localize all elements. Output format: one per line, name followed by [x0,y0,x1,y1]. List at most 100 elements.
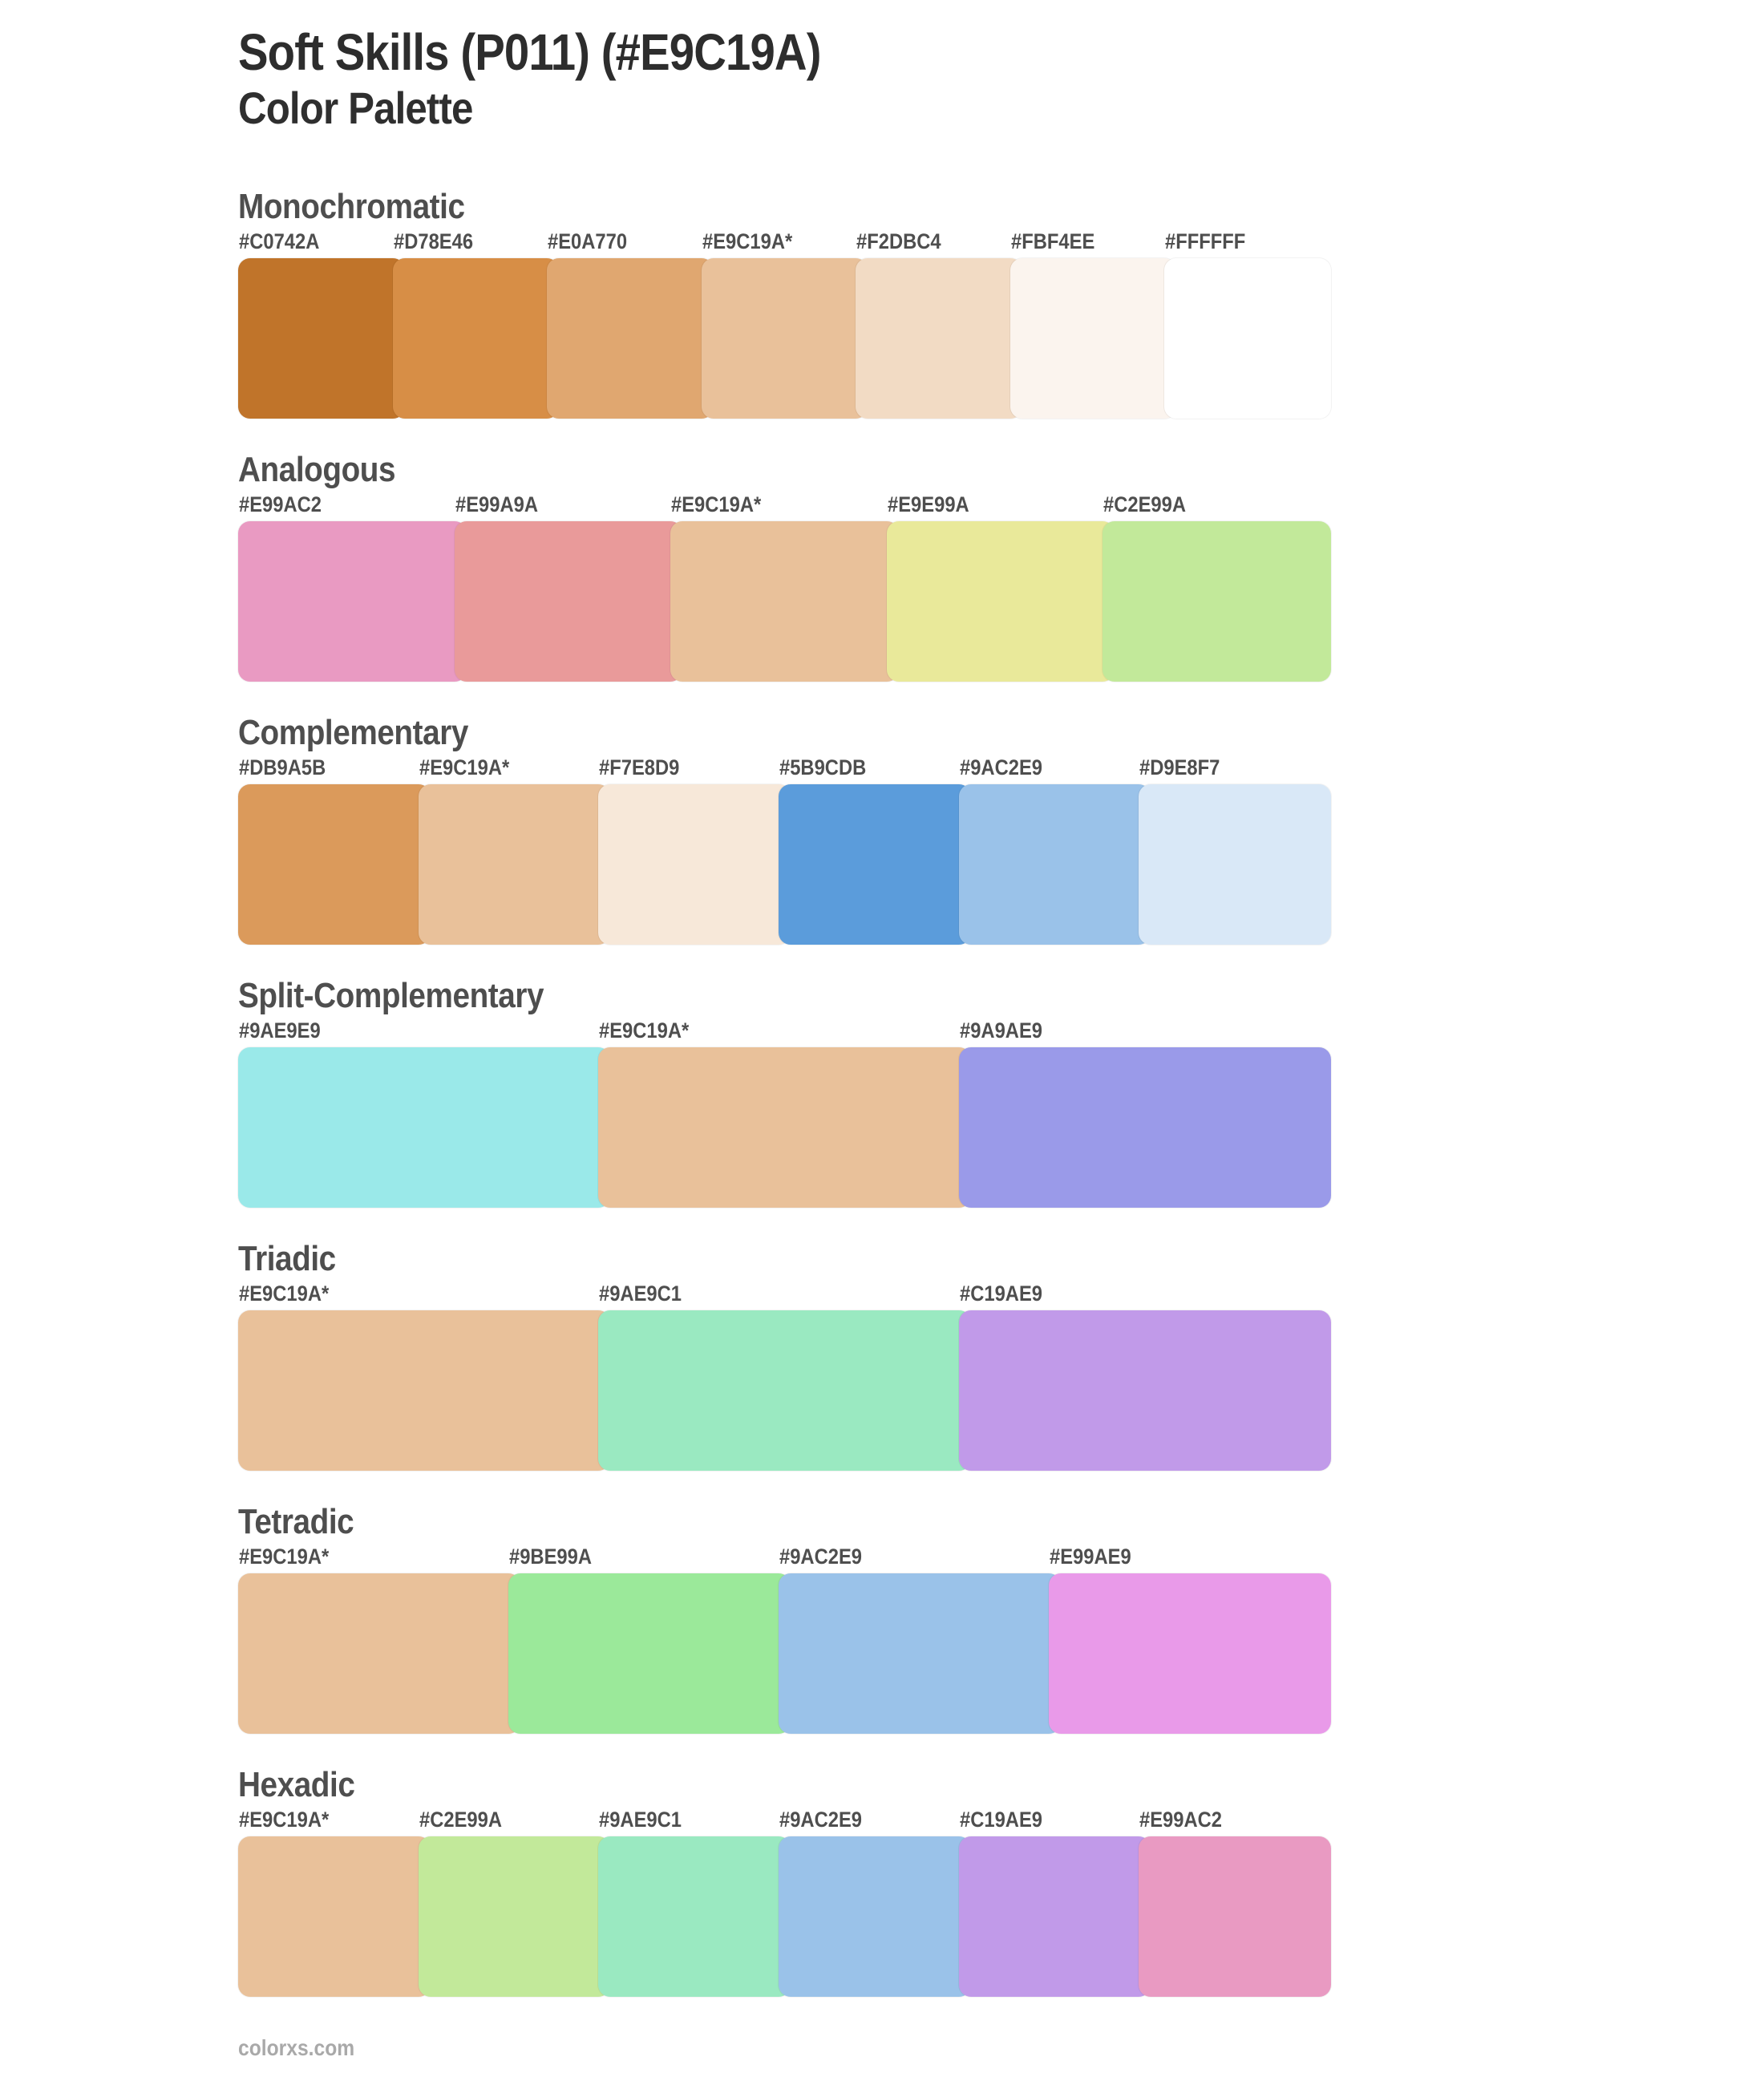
color-swatch[interactable]: #D78E46 [392,229,560,419]
swatch-hex-label: #DB9A5B [239,755,326,779]
swatch-hex-label: #9AE9C1 [599,1281,682,1306]
swatch-hex-label: #C2E99A [419,1808,502,1832]
swatch-hex-label: #C19AE9 [959,1808,1042,1832]
swatch-hex-label: #9AC2E9 [779,1808,863,1832]
swatch-hex-label: #9AE9E9 [239,1018,321,1042]
swatch-hex-label: #E9C19A* [702,229,793,253]
swatch-hex-label: #E9E99A [887,492,969,516]
section-heading: Monochromatic [238,186,1764,228]
color-swatch[interactable]: #E99A9A [454,492,683,682]
swatch-hex-label: #C0742A [239,229,320,253]
color-swatch[interactable]: #FFFFFF [1164,229,1332,419]
swatch-row: #9AE9E9 #E9C19A* #9A9AE9 [238,1018,1331,1208]
section-heading: Tetradic [238,1501,1764,1543]
swatch-hex-label: #E9C19A* [239,1545,330,1569]
color-swatch[interactable]: #C0742A [238,229,405,419]
palette-section-analogous: Analogous #E99AC2 #E99A9A #E9C19A* #E9E99A #C… [238,449,1764,682]
color-swatch[interactable]: #E9C19A* [598,1018,971,1208]
swatch-hex-label: #9AC2E9 [959,755,1042,779]
swatch-hex-label: #FBF4EE [1010,229,1095,253]
swatch-hex-label: #9BE99A [509,1545,593,1569]
color-swatch[interactable]: #E99AC2 [238,492,467,682]
page-subtitle: Color Palette [238,83,1764,133]
swatch-hex-label: #E9C19A* [671,492,762,516]
color-swatch[interactable]: #E9C19A* [701,229,868,419]
color-swatch[interactable]: #9AC2E9 [779,1545,1061,1734]
swatch-row: #E9C19A* #9BE99A #9AC2E9 #E99AE9 [238,1545,1331,1734]
color-swatch[interactable]: #C19AE9 [958,1808,1151,1997]
palette-section-hexadic: Hexadic #E9C19A* #C2E99A #9AE9C1 #9AC2E9 #C19… [238,1764,1764,1997]
swatch-hex-label: #E9C19A* [239,1808,330,1832]
color-swatch[interactable]: #E9C19A* [238,1281,611,1471]
swatch-hex-label: #FFFFFF [1165,229,1246,253]
swatch-row: #E9C19A* #9AE9C1 #C19AE9 [238,1281,1331,1471]
section-heading-text: Analogous [238,450,396,489]
page-title: Soft Skills (P011) (#E9C19A) [238,24,1764,80]
color-swatch[interactable]: #5B9CDB [779,755,971,945]
color-swatch[interactable]: #D9E8F7 [1139,755,1332,945]
section-heading-text: Monochromatic [238,187,465,226]
swatch-hex-label: #E99AE9 [1050,1545,1131,1569]
color-swatch[interactable]: #E9C19A* [238,1545,520,1734]
color-swatch[interactable]: #9BE99A [508,1545,791,1734]
color-swatch[interactable]: #C19AE9 [958,1281,1331,1471]
palette-section-split-complementary: Split-Complementary #9AE9E9 #E9C19A* #9A9AE… [238,975,1764,1208]
color-swatch[interactable]: #9AC2E9 [779,1808,971,1997]
swatch-hex-label: #9AC2E9 [779,1545,863,1569]
color-swatch[interactable]: #E9E99A [886,492,1115,682]
color-swatch[interactable]: #FBF4EE [1009,229,1177,419]
palette-section-monochromatic: Monochromatic #C0742A #D78E46 #E0A770 #E9C19… [238,186,1764,419]
color-swatch[interactable]: #C2E99A [1102,492,1331,682]
swatch-hex-label: #E99AC2 [239,492,322,516]
palette-section-triadic: Triadic #E9C19A* #9AE9C1 #C19AE9 [238,1238,1764,1471]
swatch-hex-label: #9A9AE9 [959,1018,1042,1042]
swatch-hex-label: #E0A770 [548,229,628,253]
section-heading-text: Tetradic [238,1502,354,1541]
swatch-row: #DB9A5B #E9C19A* #F7E8D9 #5B9CDB #9AC2E9 #D9E… [238,755,1332,945]
color-swatch[interactable]: #E9C19A* [418,755,611,945]
swatch-hex-label: #F2DBC4 [856,229,941,253]
swatch-row: #E9C19A* #C2E99A #9AE9C1 #9AC2E9 #C19AE9 #E99… [238,1808,1332,1997]
swatch-hex-label: #C19AE9 [959,1281,1042,1306]
section-heading: Analogous [238,449,1764,491]
color-swatch[interactable]: #E9C19A* [670,492,899,682]
section-heading-text: Triadic [238,1239,336,1278]
swatch-hex-label: #E99AC2 [1139,1808,1223,1832]
swatch-hex-label: #D78E46 [393,229,473,253]
page-title-text: Soft Skills (P011) (#E9C19A) [238,23,821,81]
color-swatch[interactable]: #9A9AE9 [958,1018,1331,1208]
color-swatch[interactable]: #F2DBC4 [856,229,1022,419]
site-credit-link[interactable]: colorxs.com [238,2035,355,2060]
color-swatch[interactable]: #DB9A5B [238,755,431,945]
color-swatch[interactable]: #9AE9C1 [598,1808,791,1997]
swatch-hex-label: #F7E8D9 [599,755,680,779]
swatch-hex-label: #9AE9C1 [599,1808,682,1832]
color-swatch[interactable]: #F7E8D9 [598,755,791,945]
section-heading: Split-Complementary [238,975,1764,1017]
palette-section-complementary: Complementary #DB9A5B #E9C19A* #F7E8D9 #5B9C… [238,712,1764,945]
color-swatch[interactable]: #E99AC2 [1139,1808,1332,1997]
color-swatch[interactable]: #E0A770 [547,229,714,419]
swatch-hex-label: #C2E99A [1103,492,1187,516]
palette-sections: Monochromatic #C0742A #D78E46 #E0A770 #E9C19… [238,186,1764,1997]
color-swatch[interactable]: #E99AE9 [1049,1545,1331,1734]
palette-section-tetradic: Tetradic #E9C19A* #9BE99A #9AC2E9 #E99AE9 [238,1501,1764,1734]
section-heading-text: Complementary [238,713,468,752]
section-heading: Complementary [238,712,1764,754]
color-swatch[interactable]: #9AC2E9 [958,755,1151,945]
color-swatch[interactable]: #9AE9C1 [598,1281,971,1471]
color-swatch[interactable]: #C2E99A [418,1808,611,1997]
color-swatch[interactable]: #9AE9E9 [238,1018,611,1208]
swatch-row: #E99AC2 #E99A9A #E9C19A* #E9E99A #C2E99A [238,492,1331,682]
page-header: Soft Skills (P011) (#E9C19A) Color Palet… [238,24,1764,133]
section-heading: Hexadic [238,1764,1764,1806]
swatch-hex-label: #E99A9A [455,492,538,516]
section-heading: Triadic [238,1238,1764,1280]
page-subtitle-text: Color Palette [238,83,473,133]
swatch-hex-label: #5B9CDB [779,755,867,779]
page-footer: colorxs.com [238,2035,1764,2061]
swatch-hex-label: #E9C19A* [239,1281,330,1306]
swatch-hex-label: #E9C19A* [419,755,509,779]
swatch-hex-label: #E9C19A* [599,1018,690,1042]
color-swatch[interactable]: #E9C19A* [238,1808,431,1997]
